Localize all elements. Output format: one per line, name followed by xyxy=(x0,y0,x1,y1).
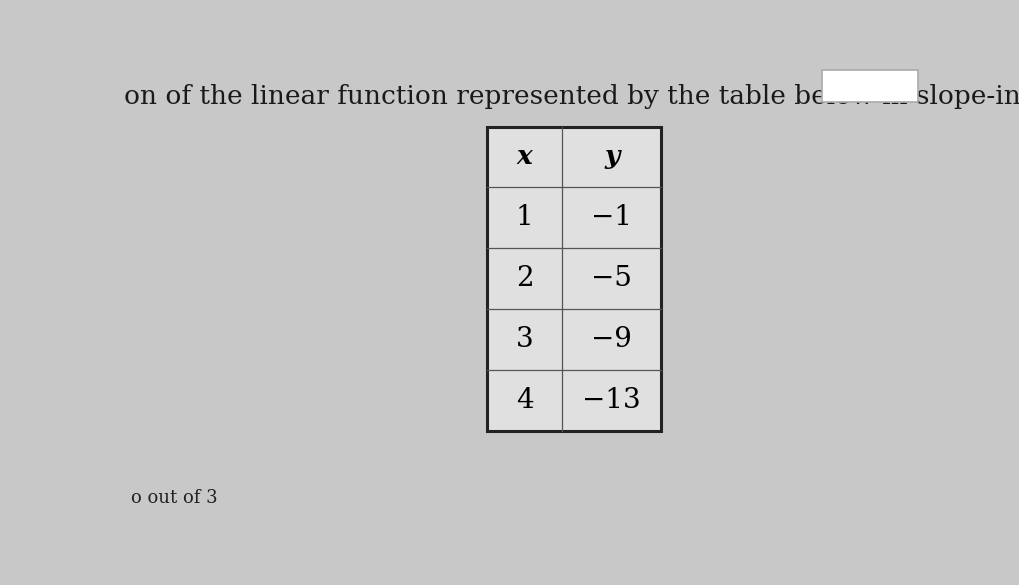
Bar xyxy=(820,70,917,102)
Text: x: x xyxy=(517,144,532,170)
Text: 3: 3 xyxy=(516,326,533,353)
Text: −13: −13 xyxy=(582,387,640,414)
Text: 4: 4 xyxy=(516,387,533,414)
Text: −9: −9 xyxy=(591,326,632,353)
Text: 1: 1 xyxy=(516,204,533,231)
Text: −5: −5 xyxy=(591,265,632,292)
Text: −1: −1 xyxy=(591,204,632,231)
Text: y: y xyxy=(603,144,619,170)
Text: o out of 3: o out of 3 xyxy=(131,489,218,507)
Text: 2: 2 xyxy=(516,265,533,292)
Text: on of the linear function represented by the table below in slope-intercept form: on of the linear function represented by… xyxy=(123,84,1019,109)
